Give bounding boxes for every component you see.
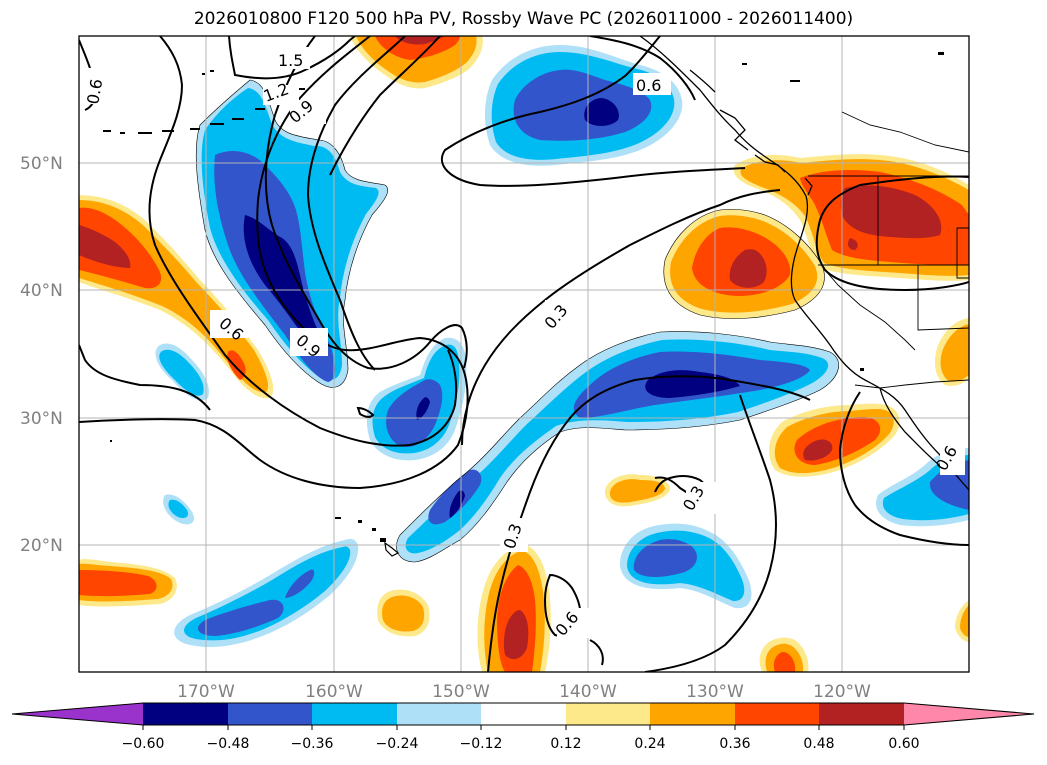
colorbar-tick-label: 0.60	[888, 736, 919, 752]
colorbar-tick-label: −0.12	[460, 736, 503, 752]
coastlines	[639, 36, 969, 491]
lon-label-170w: 170°W	[177, 682, 235, 702]
colorbar-bin-1	[143, 703, 228, 725]
positive-anomaly-south	[377, 544, 809, 672]
colorbar-extend-high	[904, 703, 1034, 725]
colorbar-tick-labels: −0.60 −0.48 −0.36 −0.24 −0.12 0.12 0.24 …	[122, 736, 920, 752]
colorbar-ticks	[142, 725, 905, 730]
map-title: 2026010800 F120 500 hPa PV, Rossby Wave …	[193, 9, 854, 29]
colorbar-bin-7	[650, 703, 735, 725]
map-plot-area	[79, 36, 969, 672]
contour-label-1-5: 1.5	[278, 51, 303, 70]
lon-label-160w: 160°W	[305, 682, 363, 702]
colorbar-tick-label: −0.60	[122, 736, 165, 752]
colorbar-bin-4	[397, 703, 481, 725]
colorbar-bin-5	[481, 703, 566, 725]
colorbar-tick-label: −0.48	[207, 736, 250, 752]
map-frame	[78, 35, 970, 673]
negative-anomaly-south	[174, 523, 752, 647]
lon-label-130w: 130°W	[686, 682, 744, 702]
colorbar-bin-8	[735, 703, 819, 725]
lat-label-30n: 30°N	[20, 409, 63, 429]
positive-anomaly-40n	[663, 209, 825, 319]
lon-label-120w: 120°W	[813, 682, 871, 702]
colorbar-tick-label: 0.12	[550, 736, 581, 752]
lat-label-50n: 50°N	[20, 154, 63, 174]
colorbar-tick-label: 0.36	[719, 736, 750, 752]
positive-anomaly-north	[350, 36, 483, 89]
colorbar-bin-9	[819, 703, 904, 725]
colorbar-tick-label: −0.36	[291, 736, 334, 752]
positive-anomaly-23n	[604, 474, 670, 507]
hawaii-outline	[384, 541, 400, 557]
lon-label-140w: 140°W	[559, 682, 617, 702]
negative-anomaly-30n	[366, 337, 467, 461]
colorbar: −0.60 −0.48 −0.36 −0.24 −0.12 0.12 0.24 …	[11, 702, 1035, 752]
colorbar-extend-low	[12, 703, 143, 725]
positive-anomaly-northeast	[733, 154, 969, 281]
lat-label-20n: 20°N	[20, 536, 63, 556]
colorbar-bin-3	[312, 703, 397, 725]
lon-label-150w: 150°W	[432, 682, 490, 702]
colorbar-tick-label: 0.48	[803, 736, 834, 752]
positive-anomaly-west	[79, 195, 274, 607]
colorbar-tick-label: 0.24	[634, 736, 665, 752]
positive-anomaly-27n	[769, 403, 900, 477]
contour-labels	[80, 47, 965, 638]
shading-outlines	[195, 79, 839, 563]
map-gridlines	[79, 36, 969, 672]
lat-label-40n: 40°N	[20, 281, 63, 301]
aleutian-islands	[103, 52, 944, 542]
contour-label-0-6-north: 0.6	[83, 77, 106, 105]
negative-anomaly-small	[155, 343, 209, 525]
contour-label-0-6-gulf: 0.6	[636, 76, 661, 95]
longitude-labels: 170°W 160°W 150°W 140°W 130°W 120°W	[177, 682, 871, 702]
pv-contours	[79, 36, 969, 672]
negative-anomaly-gulf-alaska	[484, 45, 683, 166]
colorbar-bin-2	[228, 703, 312, 725]
colorbar-bin-6	[566, 703, 650, 725]
colorbar-tick-label: −0.24	[376, 736, 419, 752]
positive-anomaly-east-edge	[934, 318, 969, 642]
latitude-labels: 50°N 40°N 30°N 20°N	[20, 154, 63, 556]
